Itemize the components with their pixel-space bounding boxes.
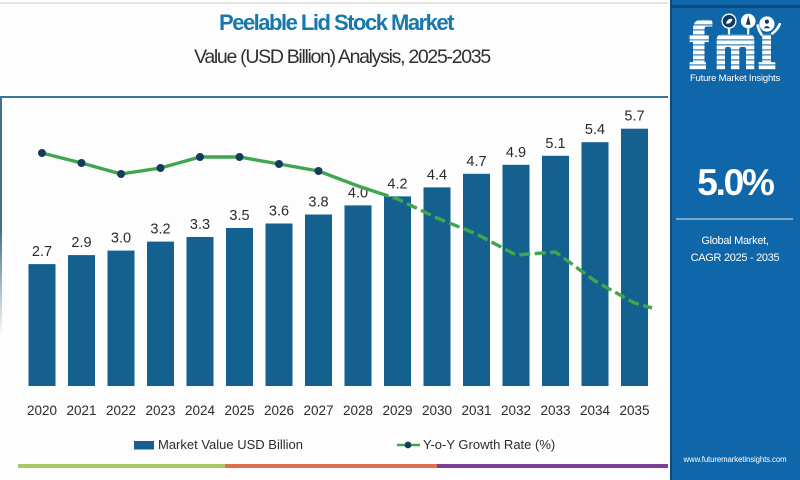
svg-text:2034: 2034: [580, 403, 611, 418]
svg-text:2021: 2021: [66, 403, 96, 418]
svg-text:2020: 2020: [27, 403, 57, 418]
svg-text:2.9: 2.9: [71, 235, 91, 251]
svg-text:5.7: 5.7: [624, 109, 644, 125]
svg-text:4.7: 4.7: [466, 154, 486, 170]
svg-text:3.0: 3.0: [111, 231, 131, 247]
svg-text:3.5: 3.5: [229, 208, 249, 224]
svg-text:3.6: 3.6: [269, 204, 289, 220]
svg-text:3.8: 3.8: [308, 195, 328, 211]
svg-text:2030: 2030: [422, 403, 452, 418]
svg-text:2025: 2025: [224, 403, 254, 418]
svg-text:2035: 2035: [619, 403, 649, 418]
svg-text:5.1: 5.1: [545, 136, 565, 152]
svg-text:2026: 2026: [264, 403, 294, 418]
svg-text:2.7: 2.7: [32, 244, 52, 260]
svg-text:Y-o-Y Growth Rate (%): Y-o-Y Growth Rate (%): [423, 437, 555, 452]
svg-text:2029: 2029: [382, 403, 412, 418]
svg-text:Market Value USD Billion: Market Value USD Billion: [158, 437, 303, 452]
svg-text:4.4: 4.4: [427, 167, 447, 183]
svg-text:4.9: 4.9: [506, 145, 526, 161]
svg-text:3.2: 3.2: [150, 222, 170, 238]
svg-text:5.4: 5.4: [585, 122, 605, 138]
svg-text:2024: 2024: [185, 403, 216, 418]
svg-text:2023: 2023: [145, 403, 175, 418]
svg-text:2031: 2031: [461, 403, 491, 418]
svg-text:2032: 2032: [501, 403, 531, 418]
svg-text:3.3: 3.3: [190, 217, 210, 233]
svg-text:2022: 2022: [106, 403, 136, 418]
svg-text:2027: 2027: [303, 403, 333, 418]
svg-text:4.2: 4.2: [387, 176, 407, 192]
svg-text:2033: 2033: [540, 403, 570, 418]
svg-text:2028: 2028: [343, 403, 373, 418]
